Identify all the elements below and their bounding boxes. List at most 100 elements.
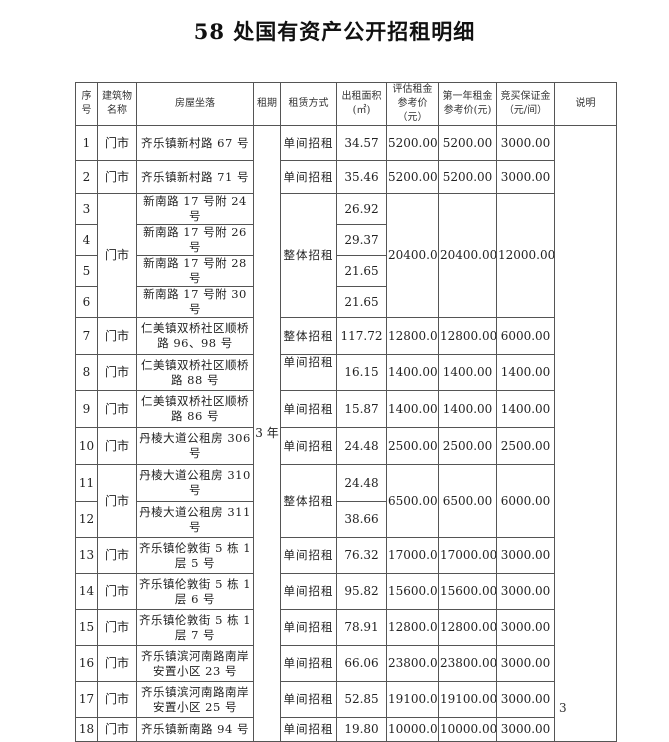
cell-first-year-rent: 19100.00: [438, 681, 497, 718]
cell-building: 门市: [97, 537, 137, 574]
cell-building: 门市: [97, 317, 137, 355]
cell-address: 仁美镇双桥社区顺桥路 86 号: [136, 390, 254, 428]
cell-term: 3 年: [253, 125, 281, 742]
cell-area: 29.37: [336, 224, 387, 256]
cell-building: 门市: [97, 390, 137, 428]
cell-area: 15.87: [336, 390, 387, 428]
cell-building: 门市: [97, 464, 137, 538]
table-row: 9 门市 仁美镇双桥社区顺桥路 86 号单间招租 15.87 1400.00 1400.0…: [75, 390, 617, 428]
cell-first-year-rent: 5200.00: [438, 160, 497, 194]
cell-first-year-rent: 12800.00: [438, 317, 497, 355]
cell-first-year-rent: 10000.00: [438, 717, 497, 742]
cell-building: 门市: [97, 573, 137, 610]
cell-address: 齐乐镇伦敦街 5 栋 1 层 7 号: [136, 609, 254, 646]
cell-first-year-rent: 17000.00: [438, 537, 497, 574]
cell-address: 丹棱大道公租房 311 号: [136, 501, 254, 538]
cell-address: 齐乐镇新村路 67 号: [136, 125, 254, 161]
table-row: 11 门市 丹棱大道公租房 310 号整体招租 24.48 6500.00 6500.00…: [75, 464, 617, 538]
cell-area: 38.66: [336, 501, 387, 538]
cell-lease-type: 整体招租: [280, 464, 337, 538]
cell-lease-type: 单间招租: [280, 160, 337, 194]
cell-appraised-rent: 20400.00: [386, 193, 439, 318]
cell-appraised-rent: 2500.00: [386, 427, 439, 465]
cell-area: 26.92: [336, 193, 387, 225]
cell-seq: 14: [75, 573, 98, 610]
cell-first-year-rent: 15600.00: [438, 573, 497, 610]
cell-seq: 9: [75, 390, 98, 428]
cell-first-year-rent: 1400.00: [438, 354, 497, 391]
cell-lease-type: 单间招租: [280, 573, 337, 610]
cell-area: 16.15: [336, 354, 387, 391]
cell-lease-type: 单间招租: [280, 609, 337, 646]
header-deposit: 竞买保证金（元/间）: [496, 82, 555, 126]
cell-first-year-rent: 1400.00: [438, 390, 497, 428]
cell-building: 门市: [97, 354, 137, 391]
cell-seq: 17: [75, 681, 98, 718]
cell-address: 新南路 17 号附 26 号: [136, 224, 254, 256]
page-number: 3: [559, 701, 567, 715]
cell-appraised-rent: 5200.00: [386, 160, 439, 194]
cell-first-year-rent: 6500.00: [438, 464, 497, 538]
cell-seq: 15: [75, 609, 98, 646]
cell-seq: 6: [75, 286, 98, 318]
cell-note: [554, 125, 617, 742]
cell-deposit: 3000.00: [496, 717, 555, 742]
cell-lease-type: 单间招租: [280, 681, 337, 718]
cell-area: 52.85: [336, 681, 387, 718]
cell-building: 门市: [97, 125, 137, 161]
header-lease-type: 租赁方式: [280, 82, 337, 126]
cell-building: 门市: [97, 427, 137, 465]
table-row: 2 门市 齐乐镇新村路 71 号单间招租 35.46 5200.00 5200.00 300…: [75, 160, 617, 194]
header-area: 出租面积(㎡): [336, 82, 387, 126]
cell-area: 66.06: [336, 645, 387, 682]
header-first-year-rent: 第一年租金参考价(元): [438, 82, 497, 126]
cell-deposit: 6000.00: [496, 464, 555, 538]
cell-appraised-rent: 5200.00: [386, 125, 439, 161]
cell-seq: 12: [75, 501, 98, 538]
cell-area: 117.72: [336, 317, 387, 355]
cell-deposit: 3000.00: [496, 609, 555, 646]
table-row: 12 丹棱大道公租房 311 号 38.66: [75, 501, 617, 538]
cell-seq: 4: [75, 224, 98, 256]
cell-lease-type: 单间招租: [280, 537, 337, 574]
cell-area: 34.57: [336, 125, 387, 161]
cell-appraised-rent: 12800.00: [386, 317, 439, 355]
cell-building: 门市: [97, 645, 137, 682]
cell-deposit: 2500.00: [496, 427, 555, 465]
cell-appraised-rent: 1400.00: [386, 354, 439, 391]
cell-deposit: 1400.00: [496, 390, 555, 428]
cell-building: 门市: [97, 193, 137, 318]
cell-deposit: 3000.00: [496, 645, 555, 682]
cell-area: 24.48: [336, 464, 387, 502]
cell-address: 齐乐镇伦敦街 5 栋 1 层 5 号: [136, 537, 254, 574]
table-row: 4 新南路 17 号附 26 号 29.37: [75, 224, 617, 256]
cell-seq: 2: [75, 160, 98, 194]
cell-address: 丹棱大道公租房 310 号: [136, 464, 254, 502]
cell-lease-type: 整体招租: [280, 317, 337, 355]
cell-lease-type: 单间招租: [280, 354, 337, 391]
cell-seq: 13: [75, 537, 98, 574]
cell-deposit: 3000.00: [496, 125, 555, 161]
cell-building: 门市: [97, 609, 137, 646]
cell-seq: 1: [75, 125, 98, 161]
cell-lease-type: 单间招租: [280, 427, 337, 465]
asset-rental-table: 序号 建筑物名称 房屋坐落 租期 租赁方式 出租面积(㎡) 评估租金参考价（元） 第一年租金参…: [75, 82, 617, 742]
header-building: 建筑物名称: [97, 82, 137, 126]
cell-first-year-rent: 20400.00: [438, 193, 497, 318]
header-note: 说明: [554, 82, 617, 126]
cell-lease-type: 单间招租: [280, 645, 337, 682]
cell-deposit: 3000.00: [496, 681, 555, 718]
table-row: 10 门市 丹棱大道公租房 306 号单间招租 24.48 2500.00 2500.00…: [75, 427, 617, 465]
cell-area: 21.65: [336, 255, 387, 287]
cell-deposit: 1400.00: [496, 354, 555, 391]
cell-deposit: 3000.00: [496, 160, 555, 194]
cell-lease-type: 整体招租: [280, 193, 337, 318]
cell-appraised-rent: 17000.00: [386, 537, 439, 574]
